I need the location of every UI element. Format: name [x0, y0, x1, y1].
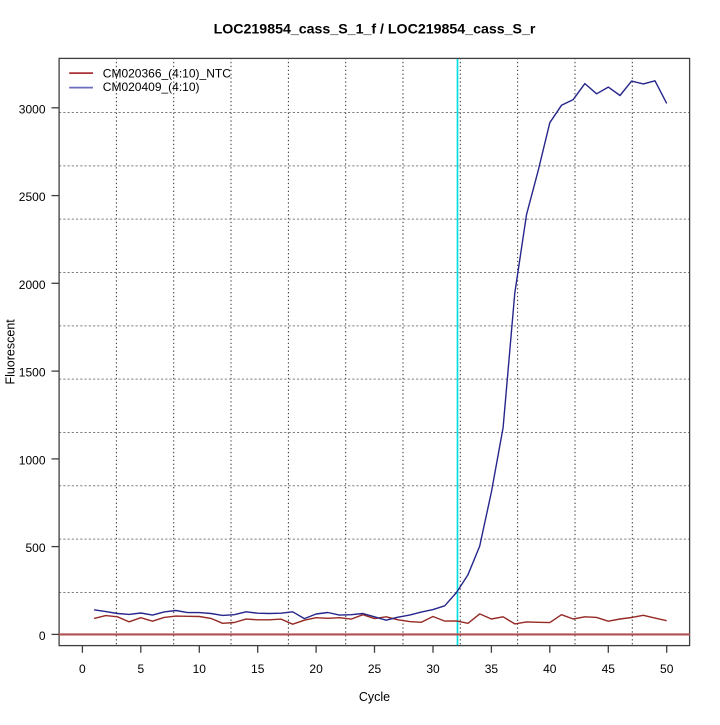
- svg-text:0: 0: [39, 629, 46, 643]
- svg-text:35: 35: [485, 662, 499, 676]
- svg-text:15: 15: [251, 662, 265, 676]
- svg-text:10: 10: [193, 662, 207, 676]
- svg-text:0: 0: [79, 662, 86, 676]
- svg-text:25: 25: [368, 662, 382, 676]
- svg-text:Cycle: Cycle: [359, 690, 390, 704]
- svg-text:5: 5: [137, 662, 144, 676]
- svg-text:CM020366_(4:10)_NTC: CM020366_(4:10)_NTC: [103, 66, 231, 80]
- svg-text:45: 45: [602, 662, 616, 676]
- svg-text:LOC219854_cass_S_1_f / LOC2198: LOC219854_cass_S_1_f / LOC219854_cass_S_…: [214, 22, 536, 38]
- svg-text:2000: 2000: [19, 278, 46, 292]
- svg-text:Fluorescent: Fluorescent: [4, 319, 18, 385]
- svg-text:40: 40: [543, 662, 557, 676]
- svg-text:3000: 3000: [19, 102, 46, 116]
- svg-text:20: 20: [309, 662, 323, 676]
- svg-text:1000: 1000: [19, 454, 46, 468]
- svg-text:2500: 2500: [19, 190, 46, 204]
- svg-text:50: 50: [660, 662, 674, 676]
- svg-text:30: 30: [426, 662, 440, 676]
- svg-text:CM020409_(4:10): CM020409_(4:10): [103, 80, 200, 94]
- svg-text:500: 500: [25, 541, 45, 555]
- svg-text:1500: 1500: [19, 366, 46, 380]
